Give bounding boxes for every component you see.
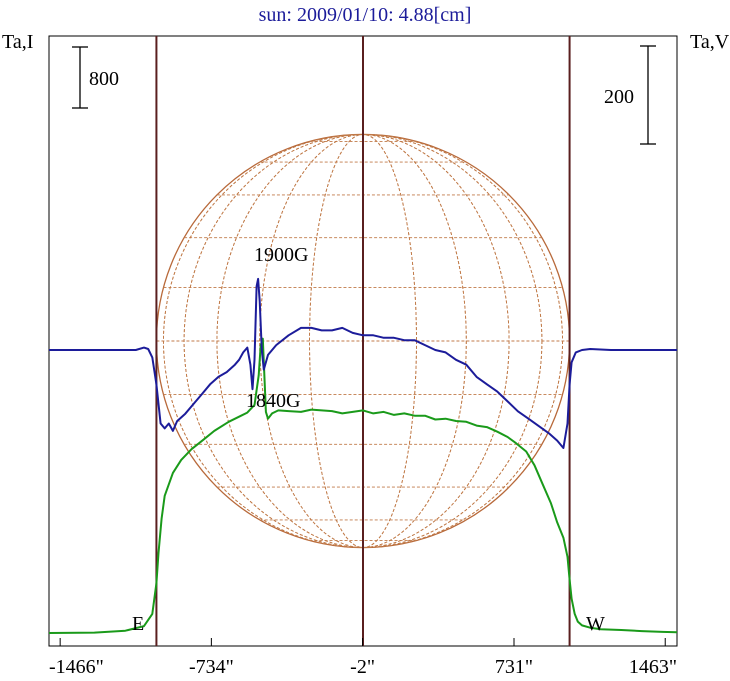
- scale-bar-right-label: 200: [604, 86, 634, 108]
- x-tick-label: 1463": [629, 656, 677, 678]
- limb-label-west: W: [586, 613, 605, 635]
- chart-title: sun: 2009/01/10: 4.88[cm]: [259, 4, 472, 26]
- limb-lines: [155, 36, 571, 646]
- x-axis: -1466" -734" -2" 731" 1463": [49, 638, 677, 678]
- limb-label-east: E: [132, 613, 144, 635]
- annotation-1840g: 1840G: [246, 390, 300, 412]
- x-tick-label: -2": [350, 656, 375, 678]
- annotation-1900g: 1900G: [254, 244, 308, 266]
- x-tick-label: -734": [189, 656, 234, 678]
- scale-bar-left-label: 800: [89, 68, 119, 90]
- series-line-intensity: [48, 337, 678, 634]
- series-line-polarization: [49, 277, 677, 449]
- scale-bar-left: [72, 46, 88, 109]
- x-tick-label: -1466": [49, 656, 104, 678]
- y-left-label: Ta,I: [2, 31, 33, 53]
- x-tick-label: 731": [495, 656, 533, 678]
- y-right-label: Ta,V: [690, 31, 730, 53]
- scale-bar-right: [640, 45, 656, 145]
